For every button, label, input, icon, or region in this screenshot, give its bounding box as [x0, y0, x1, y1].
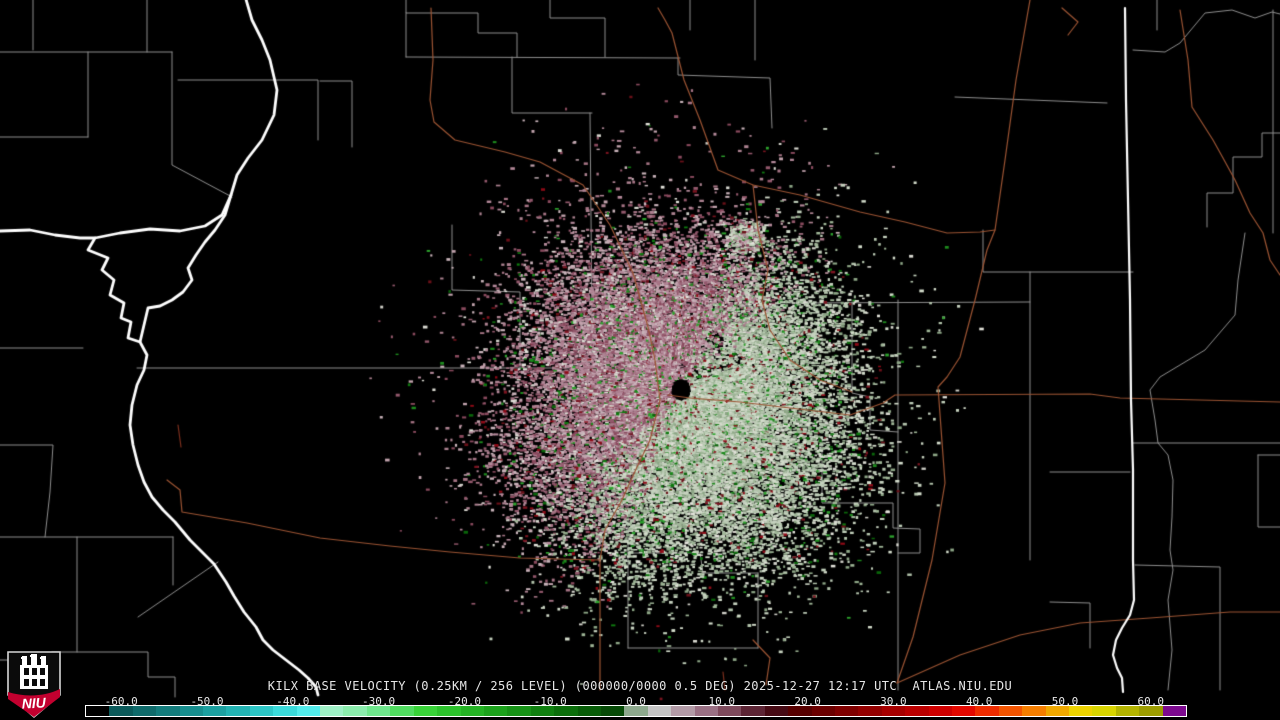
colorbar-tick-label: -50.0	[190, 695, 224, 708]
colorbar-segment	[132, 706, 157, 716]
colorbar-segment	[952, 706, 976, 716]
caption-bar: KILX BASE VELOCITY (0.25KM / 256 LEVEL) …	[267, 679, 1013, 693]
colorbar-segment	[366, 706, 391, 716]
colorbar-segment	[835, 706, 859, 716]
colorbar-segment	[86, 706, 110, 716]
colorbar-segment	[881, 706, 906, 716]
colorbar-segment	[811, 706, 835, 716]
colorbar-segment	[1022, 706, 1046, 716]
colorbar-tick-label: 50.0	[1051, 695, 1079, 708]
colorbar-tick-label: 60.0	[1137, 695, 1165, 708]
colorbar-segment	[647, 706, 672, 716]
colorbar	[85, 705, 1187, 717]
colorbar-segment	[624, 706, 648, 716]
colorbar-segment	[437, 706, 461, 716]
colorbar-tick-label: 0.0	[626, 695, 646, 708]
colorbar-tick-label: 40.0	[965, 695, 993, 708]
niu-logo-text: NIU	[21, 694, 47, 711]
colorbar-segment	[671, 706, 695, 716]
colorbar-segment	[998, 706, 1023, 716]
niu-red-band	[8, 689, 60, 717]
colorbar-segment	[226, 706, 250, 716]
niu-logo: NIU	[7, 651, 61, 719]
colorbar-segment	[507, 706, 531, 716]
colorbar-tick-label: -20.0	[447, 695, 481, 708]
colorbar-segment	[975, 706, 999, 716]
colorbar-segment	[413, 706, 438, 716]
colorbar-segment	[1139, 706, 1163, 716]
colorbar-segment	[600, 706, 625, 716]
colorbar-segment	[343, 706, 367, 716]
colorbar-segment	[1162, 706, 1187, 716]
colorbar-segment	[788, 706, 812, 716]
colorbar-segment	[694, 706, 718, 716]
colorbar-segment	[460, 706, 484, 716]
colorbar-tick-label: 30.0	[880, 695, 907, 708]
colorbar-segment	[1092, 706, 1116, 716]
colorbar-tick-label: 10.0	[708, 695, 736, 708]
colorbar-segment	[1045, 706, 1070, 716]
colorbar-segment	[156, 706, 180, 716]
colorbar-ticks: -60.0 -50.0 -40.0 -30.0 -20.0 -10.0 0.0 10.0 20.…	[0, 695, 1280, 708]
colorbar-segment	[764, 706, 789, 716]
colorbar-segment	[1115, 706, 1140, 716]
castle-icon	[20, 654, 48, 689]
colorbar-tick-label: 20.0	[794, 695, 821, 708]
colorbar-segment	[717, 706, 742, 716]
colorbar-segment	[296, 706, 321, 716]
colorbar-segment	[483, 706, 508, 716]
colorbar-tick-label: -40.0	[276, 695, 310, 708]
colorbar-segment	[905, 706, 929, 716]
colorbar-segment	[554, 706, 578, 716]
colorbar-tick-label: -10.0	[533, 695, 567, 708]
colorbar-segment	[203, 706, 227, 716]
colorbar-segment	[320, 706, 344, 716]
colorbar-tick-label: -30.0	[362, 695, 396, 708]
colorbar-segment	[249, 706, 274, 716]
colorbar-segment	[858, 706, 882, 716]
colorbar-segment	[741, 706, 765, 716]
colorbar-segment	[530, 706, 555, 716]
colorbar-segment	[273, 706, 297, 716]
colorbar-segment	[179, 706, 204, 716]
colorbar-segment	[1069, 706, 1093, 716]
colorbar-segment	[577, 706, 601, 716]
colorbar-segment	[109, 706, 133, 716]
colorbar-segment	[390, 706, 414, 716]
colorbar-segment	[928, 706, 953, 716]
colorbar-tick-label: -60.0	[104, 695, 138, 708]
